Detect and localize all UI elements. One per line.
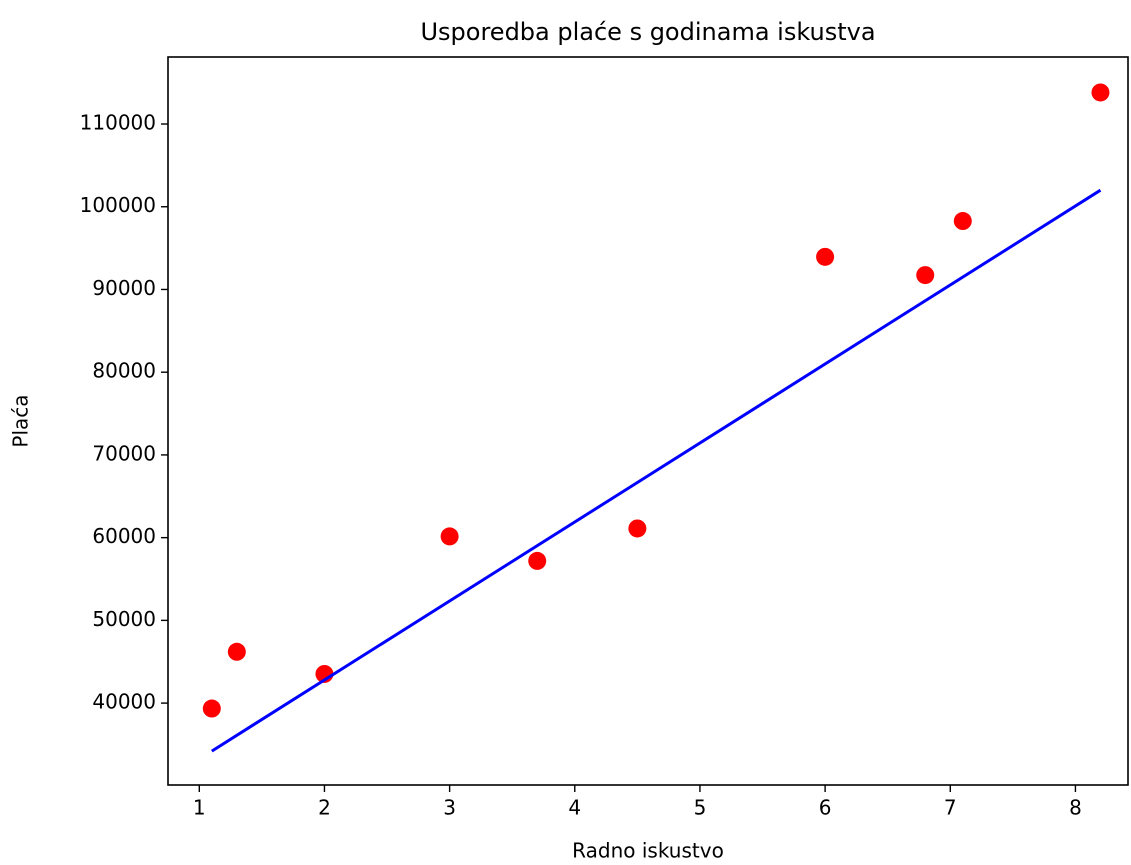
scatter-point: [227, 642, 246, 661]
scatter-point: [628, 519, 647, 538]
scatter-point: [1091, 83, 1110, 102]
scatter-point: [953, 212, 972, 231]
scatter-point: [528, 551, 547, 570]
x-tick-label: 7: [944, 796, 957, 820]
y-tick-label: 80000: [92, 359, 156, 383]
x-tick-label: 3: [443, 796, 456, 820]
y-tick-label: 100000: [80, 193, 156, 217]
x-tick-label: 5: [694, 796, 707, 820]
y-tick-label: 70000: [92, 441, 156, 465]
y-tick-label: 60000: [92, 524, 156, 548]
x-axis-label: Radno iskustvo: [572, 839, 724, 863]
chart-title: Usporedba plaće s godinama iskustva: [420, 18, 875, 46]
x-tick-label: 6: [819, 796, 832, 820]
x-tick-label: 2: [318, 796, 331, 820]
x-tick-label: 1: [193, 796, 206, 820]
plot-frame: [167, 56, 1129, 786]
y-tick-label: 50000: [92, 607, 156, 631]
x-tick-label: 8: [1069, 796, 1082, 820]
x-tick-label: 4: [568, 796, 581, 820]
regression-line: [211, 188, 1102, 753]
y-tick-label: 40000: [92, 690, 156, 714]
scatter-point: [440, 527, 459, 546]
scatter-point: [202, 699, 221, 718]
scatter-point: [816, 247, 835, 266]
y-axis-label: Plaća: [9, 394, 33, 447]
y-tick-label: 110000: [80, 111, 156, 135]
scatter-point: [916, 266, 935, 285]
y-tick-label: 90000: [92, 276, 156, 300]
